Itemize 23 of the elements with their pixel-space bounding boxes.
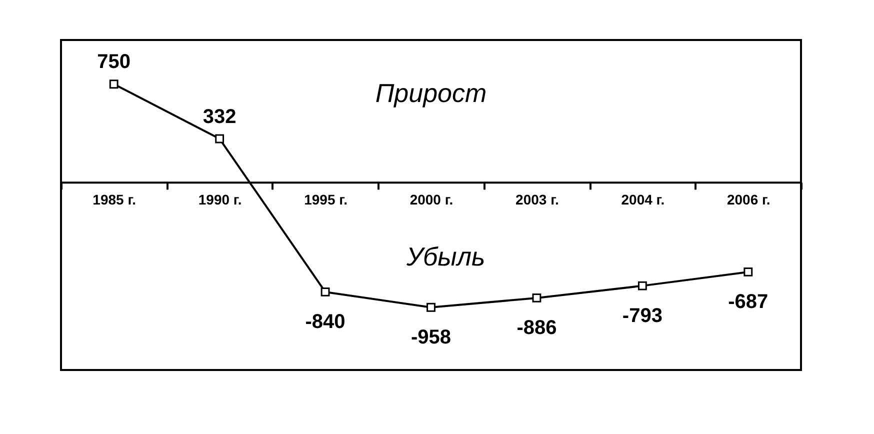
- point: [744, 268, 753, 276]
- x-tick-label: 2003 г.: [516, 192, 559, 208]
- point: [320, 288, 330, 296]
- x-tick-label: 2004 г.: [621, 192, 665, 208]
- point: [638, 281, 647, 290]
- data-label: -793: [622, 304, 662, 327]
- x-tick-label: 2006 г.: [726, 192, 770, 208]
- annotation: Убыль: [405, 241, 486, 272]
- x-tick-label: 1995 г.: [304, 192, 348, 208]
- point: [109, 80, 118, 89]
- data-label: -840: [305, 310, 346, 333]
- data-label: -886: [516, 316, 557, 339]
- annotation: Прирост: [375, 78, 487, 108]
- data-label: 750: [97, 51, 131, 74]
- data-label: -958: [410, 326, 452, 348]
- data-label: 332: [202, 106, 236, 128]
- point: [426, 302, 436, 312]
- x-tick-label: 1985 г.: [92, 192, 136, 208]
- point: [215, 134, 224, 144]
- point: [532, 294, 542, 302]
- x-tick-label: 1990 г.: [198, 192, 242, 208]
- data-label: -687: [728, 290, 768, 313]
- x-tick-label: 2000 г.: [410, 192, 454, 208]
